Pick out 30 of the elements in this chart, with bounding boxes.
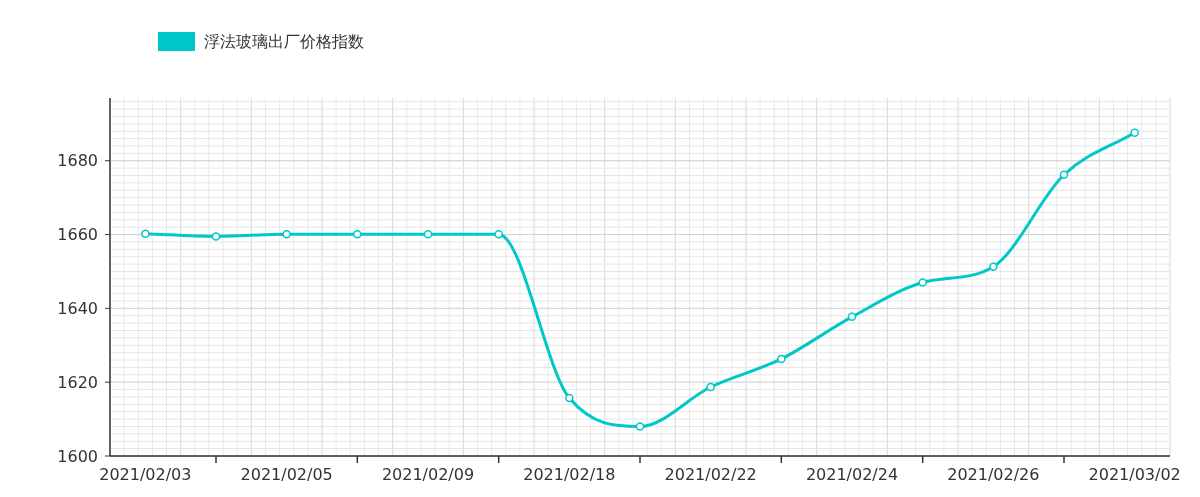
x-tick-label: 2021/02/09 <box>381 465 475 484</box>
legend-label: 浮法玻璃出厂价格指数 <box>204 32 364 51</box>
point <box>565 393 574 403</box>
point <box>353 229 362 239</box>
x-tick-label: 2021/03/02 <box>1088 465 1181 484</box>
y-tick-label: 1600 <box>57 446 98 466</box>
point <box>635 422 645 431</box>
point <box>494 229 503 239</box>
point <box>989 262 998 271</box>
x-tick-label: 2021/02/22 <box>664 465 757 484</box>
y-tick-label: 1620 <box>57 372 98 392</box>
x-tick-label: 2021/02/24 <box>805 465 899 484</box>
point <box>706 382 715 392</box>
x-tick-label: 2021/02/05 <box>240 465 333 484</box>
point <box>282 229 291 239</box>
y-tick-label: 1660 <box>57 225 98 245</box>
point <box>777 354 786 364</box>
point <box>847 312 857 322</box>
point <box>141 229 150 239</box>
x-tick-label: 2021/02/26 <box>947 465 1040 484</box>
point <box>1130 128 1139 137</box>
x-tick-label: 2021/02/18 <box>523 465 616 484</box>
point <box>211 232 221 241</box>
y-tick-label: 1680 <box>57 151 98 171</box>
point <box>918 278 927 287</box>
x-tick-label: 2021/02/03 <box>99 465 192 484</box>
legend: 浮法玻璃出厂价格指数 <box>158 32 364 51</box>
point <box>423 229 433 239</box>
point <box>1059 170 1069 180</box>
y-tick-label: 1640 <box>57 298 98 318</box>
